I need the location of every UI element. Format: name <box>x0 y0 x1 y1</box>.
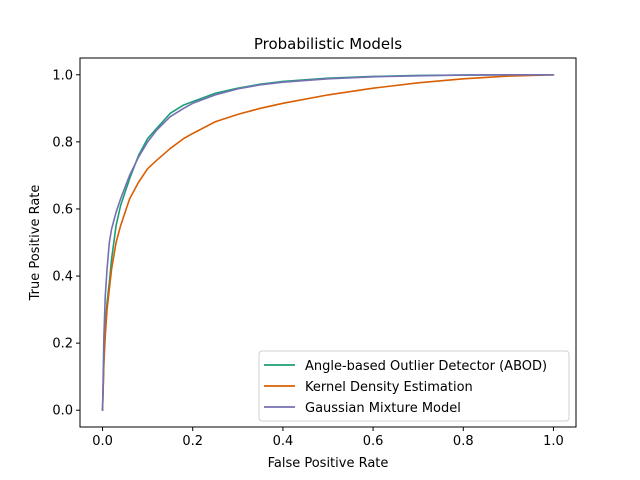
plot-area <box>101 73 555 412</box>
x-tick-label: 0.6 <box>363 434 384 449</box>
legend: Angle-based Outlier Detector (ABOD) Kerne… <box>258 350 570 422</box>
y-tick-label: 0.8 <box>52 135 73 150</box>
legend-label-2: Kernel Density Estimation <box>305 380 473 395</box>
y-tick-label: 1.0 <box>52 68 73 83</box>
y-tick-label: 0.4 <box>52 270 73 285</box>
legend-label-3: Gaussian Mixture Model <box>305 401 461 416</box>
legend-label-1: Angle-based Outlier Detector (ABOD) <box>305 359 547 374</box>
x-tick-label: 0.8 <box>453 434 474 449</box>
y-axis-label: True Positive Rate <box>28 185 43 302</box>
x-tick-label: 1.0 <box>543 434 564 449</box>
x-tick-label: 0.0 <box>92 434 113 449</box>
series-line-2 <box>101 73 555 412</box>
x-tick-label: 0.4 <box>273 434 294 449</box>
axes-frame <box>79 57 577 428</box>
legend-box <box>258 350 570 422</box>
chart-title: Probabilistic Models <box>254 35 402 53</box>
y-tick-label: 0.0 <box>52 404 73 419</box>
series-line-3 <box>101 73 555 412</box>
y-tick-label: 0.6 <box>52 202 73 217</box>
x-axis-label: False Positive Rate <box>268 456 389 471</box>
x-tick-label: 0.2 <box>182 434 203 449</box>
y-axis: 0.0 0.2 0.4 0.6 0.8 1.0 <box>52 68 80 419</box>
x-axis: 0.0 0.2 0.4 0.6 0.8 1.0 <box>92 427 564 449</box>
y-tick-label: 0.2 <box>52 337 73 352</box>
